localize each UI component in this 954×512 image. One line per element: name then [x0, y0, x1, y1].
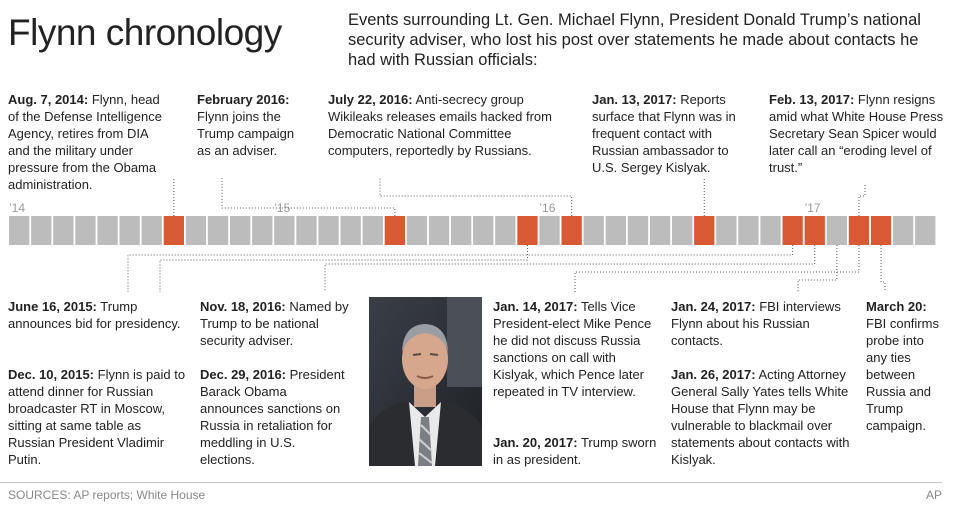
timeline-month [605, 216, 626, 245]
leader-line-mar-2017 [880, 245, 886, 292]
timeline-month [362, 216, 383, 245]
sources-note: SOURCES: AP reports; White House [8, 488, 206, 502]
year-label: ’14 [9, 201, 25, 215]
event-feb-13-2017: Feb. 13, 2017: Flynn resigns amid what W… [769, 92, 944, 175]
timeline-month [230, 216, 251, 245]
timeline-month [9, 216, 30, 245]
timeline-month [185, 216, 207, 245]
timeline-month-highlight [517, 216, 538, 245]
footer-divider [0, 482, 942, 483]
timeline-month [760, 216, 781, 245]
timeline-month [274, 216, 295, 245]
timeline-month [495, 216, 516, 245]
timeline-month-highlight [782, 216, 803, 245]
timeline-month [340, 216, 361, 245]
timeline-month [649, 216, 671, 245]
year-label: ’16 [539, 201, 555, 215]
leader-line-jun-2015 [127, 245, 794, 292]
timeline-month-highlight [870, 216, 892, 245]
timeline-month [97, 216, 118, 245]
leader-line-jan-14-2017 [574, 245, 860, 292]
event-jul-2016: July 22, 2016: Anti-secrecy group Wikile… [328, 92, 552, 158]
timeline-month [141, 216, 162, 245]
timeline-month [826, 216, 847, 245]
leader-line-jul-2016 [379, 178, 573, 216]
event-jan-26-2017: Jan. 26, 2017: Acting Attorney General S… [671, 367, 850, 467]
timeline-month-highlight [804, 216, 825, 245]
timeline-month [428, 216, 450, 245]
timeline-month [915, 216, 936, 245]
timeline-month [583, 216, 604, 245]
timeline-month-highlight [848, 216, 870, 245]
timeline-month [252, 216, 273, 245]
leader-line-feb-2016 [221, 178, 396, 216]
event-dec-2015: Dec. 10, 2015: Flynn is paid to attend d… [8, 367, 186, 467]
event-feb-2016: February 2016: Flynn joins the Trump cam… [197, 92, 295, 158]
timeline-month [207, 216, 229, 245]
event-aug-2014: Aug. 7, 2014: Flynn, head of the Defense… [8, 92, 162, 192]
event-jan-13-2017: Jan. 13, 2017: Reports surface that Flyn… [592, 92, 736, 175]
timeline-month [406, 216, 428, 245]
year-label: ’17 [805, 201, 821, 215]
timeline-month [893, 216, 914, 245]
event-jan-20-2017: Jan. 20, 2017: Trump sworn in as preside… [493, 435, 657, 467]
timeline-month [539, 216, 560, 245]
timeline-month [738, 216, 759, 245]
event-nov-2016: Nov. 18, 2016: Named by Trump to be nati… [200, 299, 349, 348]
timeline-month-highlight [163, 216, 184, 245]
leader-line-jan-24-2017 [797, 245, 838, 292]
credit-label: AP [925, 488, 942, 502]
event-dec-2016: Dec. 29, 2016: President Barack Obama an… [200, 367, 345, 467]
chart-title: Flynn chronology [8, 12, 282, 53]
timeline-month-highlight [694, 216, 715, 245]
event-mar-2017: March 20: FBI confirms probe into any ti… [866, 299, 939, 433]
timeline-month-highlight [561, 216, 582, 245]
timeline-month [119, 216, 140, 245]
timeline-month [672, 216, 693, 245]
timeline-month [473, 216, 494, 245]
leader-line-nov-2016 [324, 245, 816, 292]
event-jan-24-2017: Jan. 24, 2017: FBI interviews Flynn abou… [671, 299, 841, 348]
event-jan-14-2017: Jan. 14, 2017: Tells Vice President-elec… [493, 299, 652, 399]
timeline-month [318, 216, 339, 245]
timeline-month [31, 216, 52, 245]
timeline-month [451, 216, 472, 245]
flynn-portrait-photo [369, 297, 482, 466]
timeline-month [296, 216, 317, 245]
timeline-month [627, 216, 649, 245]
leader-line-feb-13-2017 [858, 184, 866, 216]
chart-subtitle: Events surrounding Lt. Gen. Michael Flyn… [348, 11, 921, 69]
event-jun-2015: June 16, 2015: Trump announces bid for p… [8, 299, 181, 331]
timeline-month [53, 216, 74, 245]
leader-line-dec-2015 [159, 245, 528, 292]
timeline-month [716, 216, 737, 245]
timeline-month-highlight [384, 216, 405, 245]
timeline-month [75, 216, 96, 245]
